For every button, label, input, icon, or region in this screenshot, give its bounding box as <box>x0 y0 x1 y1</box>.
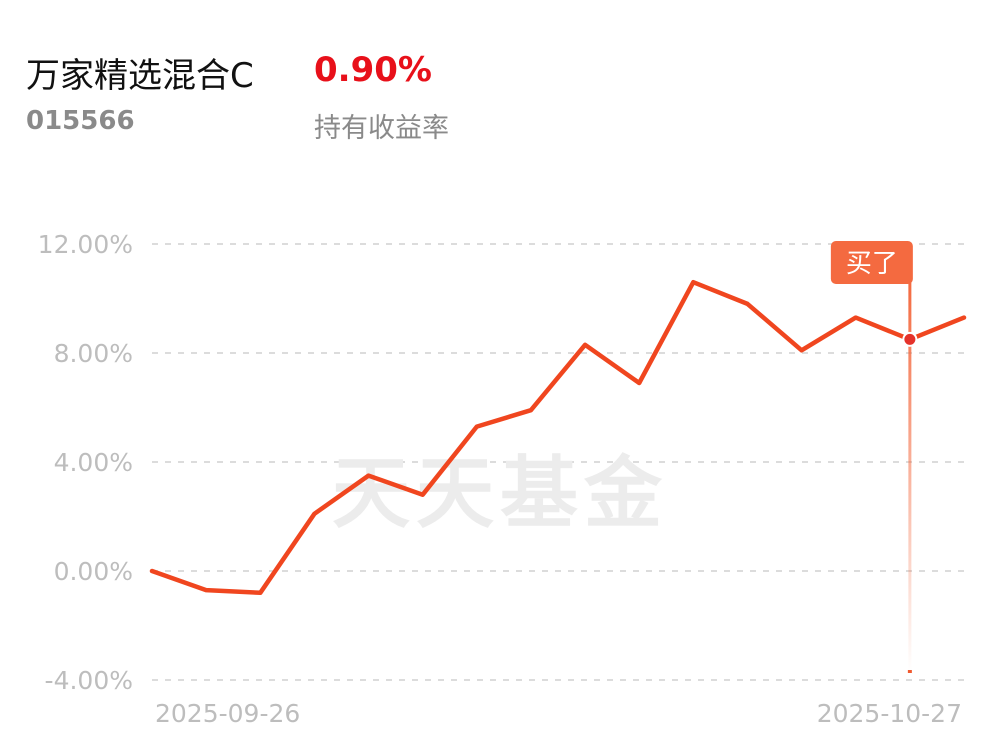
x-axis-labels: 2025-09-26 2025-10-27 <box>155 699 962 728</box>
y-tick-label: 0.00% <box>54 557 133 586</box>
fund-name: 万家精选混合C <box>26 56 254 96</box>
buy-marker-label: 买了 <box>846 249 898 279</box>
buy-marker: 买了 <box>830 241 918 673</box>
x-tick-label: 2025-09-26 <box>155 699 300 728</box>
watermark-text: 天天基金 <box>332 448 668 539</box>
series-layer <box>149 279 967 596</box>
buy-marker-dot <box>902 331 918 347</box>
grid-lines <box>152 243 964 681</box>
buy-marker-line <box>908 282 912 672</box>
y-axis-labels: 12.00% 8.00% 4.00% 0.00% -4.00% <box>38 230 133 695</box>
y-tick-label: 12.00% <box>38 230 133 259</box>
y-tick-label: 4.00% <box>54 448 133 477</box>
y-tick-label: 8.00% <box>54 339 133 368</box>
series-line <box>149 279 967 596</box>
holding-yield-value: 0.90% <box>314 50 432 90</box>
fund-code: 015566 <box>26 106 135 136</box>
buy-marker-tick <box>907 670 912 673</box>
x-tick-label: 2025-10-27 <box>817 699 962 728</box>
holding-yield-label: 持有收益率 <box>314 113 449 144</box>
buy-marker-tag <box>830 241 913 284</box>
y-tick-label: -4.00% <box>45 666 133 695</box>
buy-marker-stem <box>908 282 912 672</box>
